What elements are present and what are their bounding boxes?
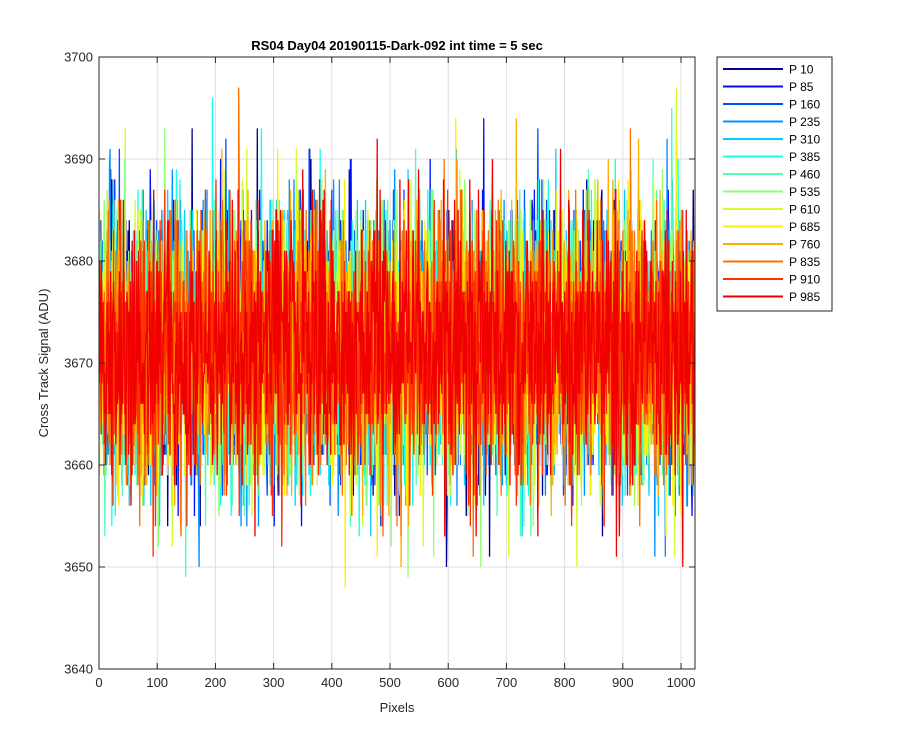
legend-label: P 160 [789, 98, 820, 112]
y-tick-label: 3680 [64, 254, 93, 269]
legend-label: P 685 [789, 220, 820, 234]
y-tick-label: 3640 [64, 662, 93, 677]
y-tick-label: 3660 [64, 458, 93, 473]
series-line-p985 [99, 138, 695, 568]
y-tick-label: 3690 [64, 152, 93, 167]
legend-label: P 910 [789, 273, 820, 287]
y-tick-label: 3700 [64, 50, 93, 65]
x-tick-label: 0 [95, 675, 102, 690]
legend-label: P 535 [789, 185, 820, 199]
y-tick-label: 3670 [64, 356, 93, 371]
axis-ticks: 0 100 200 300 400 500 600 700 800 900 1000 3640 3650… [64, 50, 695, 691]
x-tick-label: 300 [263, 675, 285, 690]
legend-label: P 85 [789, 80, 814, 94]
x-tick-label: 800 [554, 675, 576, 690]
x-tick-label: 400 [321, 675, 343, 690]
series-group [99, 87, 695, 588]
legend: P 10 P 85 P 160 P 235 P 310 P 385 P 460 P 535 P … [716, 56, 833, 312]
legend-label: P 310 [789, 133, 820, 147]
x-tick-label: 600 [437, 675, 459, 690]
x-tick-label: 700 [496, 675, 518, 690]
x-axis-label: Pixels [380, 700, 415, 715]
x-tick-label: 900 [612, 675, 634, 690]
legend-label: P 985 [789, 290, 820, 304]
x-tick-label: 200 [205, 675, 227, 690]
legend-label: P 610 [789, 203, 820, 217]
legend-label: P 760 [789, 238, 820, 252]
legend-label: P 10 [789, 63, 814, 77]
legend-label: P 235 [789, 115, 820, 129]
legend-label: P 385 [789, 150, 820, 164]
y-axis-label: Cross Track Signal (ADU) [36, 289, 51, 438]
legend-box [716, 56, 833, 312]
x-tick-label: 100 [146, 675, 168, 690]
x-tick-label: 500 [379, 675, 401, 690]
chart-title: RS04 Day04 20190115-Dark-092 int time = … [251, 38, 543, 53]
x-tick-label: 1000 [667, 675, 696, 690]
legend-label: P 460 [789, 168, 820, 182]
y-tick-label: 3650 [64, 560, 93, 575]
legend-label: P 835 [789, 255, 820, 269]
